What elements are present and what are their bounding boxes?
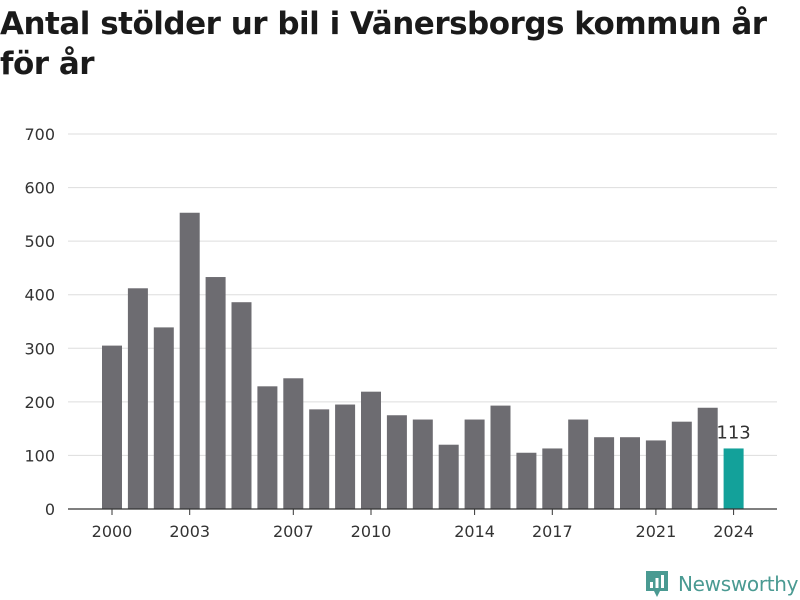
bar-2013 (438, 444, 459, 509)
bar-2021 (645, 440, 666, 509)
x-tick-label: 2014 (454, 522, 495, 541)
bar-2000 (102, 345, 122, 509)
bar-2009 (335, 404, 356, 509)
bar-2017 (542, 448, 563, 509)
bar-2011 (386, 415, 407, 509)
chart-title: Antal stölder ur bil i Vänersborgs kommu… (0, 6, 767, 82)
bar-2014 (464, 419, 485, 509)
bar-2008 (309, 409, 330, 509)
y-tick-label: 500 (24, 232, 55, 251)
bar-2004 (205, 277, 226, 509)
bar-2020 (620, 437, 640, 509)
brand-name: Newsworthy (678, 572, 799, 596)
x-tick-label: 2024 (713, 522, 754, 541)
y-tick-label: 100 (24, 446, 55, 465)
x-tick-label: 2000 (92, 522, 133, 541)
data-labels: 113 (716, 422, 750, 443)
newsworthy-logo-icon (646, 571, 668, 597)
bar-2023 (697, 407, 718, 509)
bar-2022 (671, 421, 692, 509)
y-tick-label: 0 (45, 500, 55, 519)
gridlines (68, 133, 777, 456)
x-tick-label: 2017 (532, 522, 573, 541)
bar-2005 (231, 302, 252, 509)
y-tick-label: 700 (24, 125, 55, 144)
y-tick-label: 600 (24, 179, 55, 198)
bar-2024 (723, 448, 744, 509)
bar-2003 (179, 212, 200, 509)
bar-2007 (283, 378, 304, 509)
bar-2019 (594, 437, 615, 509)
bars (102, 212, 744, 509)
bar-2006 (257, 386, 278, 509)
x-tick-label: 2021 (636, 522, 677, 541)
x-tick-label: 2010 (351, 522, 392, 541)
y-axis-tick-labels: 0 100 200 300 400 500 600 700 (24, 125, 55, 519)
bar-2002 (153, 327, 174, 509)
bar-2016 (516, 452, 537, 509)
x-tick-label: 2003 (169, 522, 210, 541)
y-tick-label: 400 (24, 286, 55, 305)
y-tick-label: 200 (24, 393, 55, 412)
data-label-2024: 113 (716, 422, 750, 443)
bar-2012 (412, 419, 433, 509)
bar-2010 (361, 391, 381, 509)
x-axis-tick-labels: 2000 2003 2007 2010 2014 2017 2021 2024 (92, 522, 754, 541)
x-axis (68, 508, 777, 515)
newsworthy-brand: Newsworthy (644, 568, 799, 600)
bar-2001 (127, 288, 148, 509)
x-tick-label: 2007 (273, 522, 314, 541)
y-tick-label: 300 (24, 339, 55, 358)
bar-2015 (490, 405, 511, 509)
bar-2018 (568, 419, 589, 509)
